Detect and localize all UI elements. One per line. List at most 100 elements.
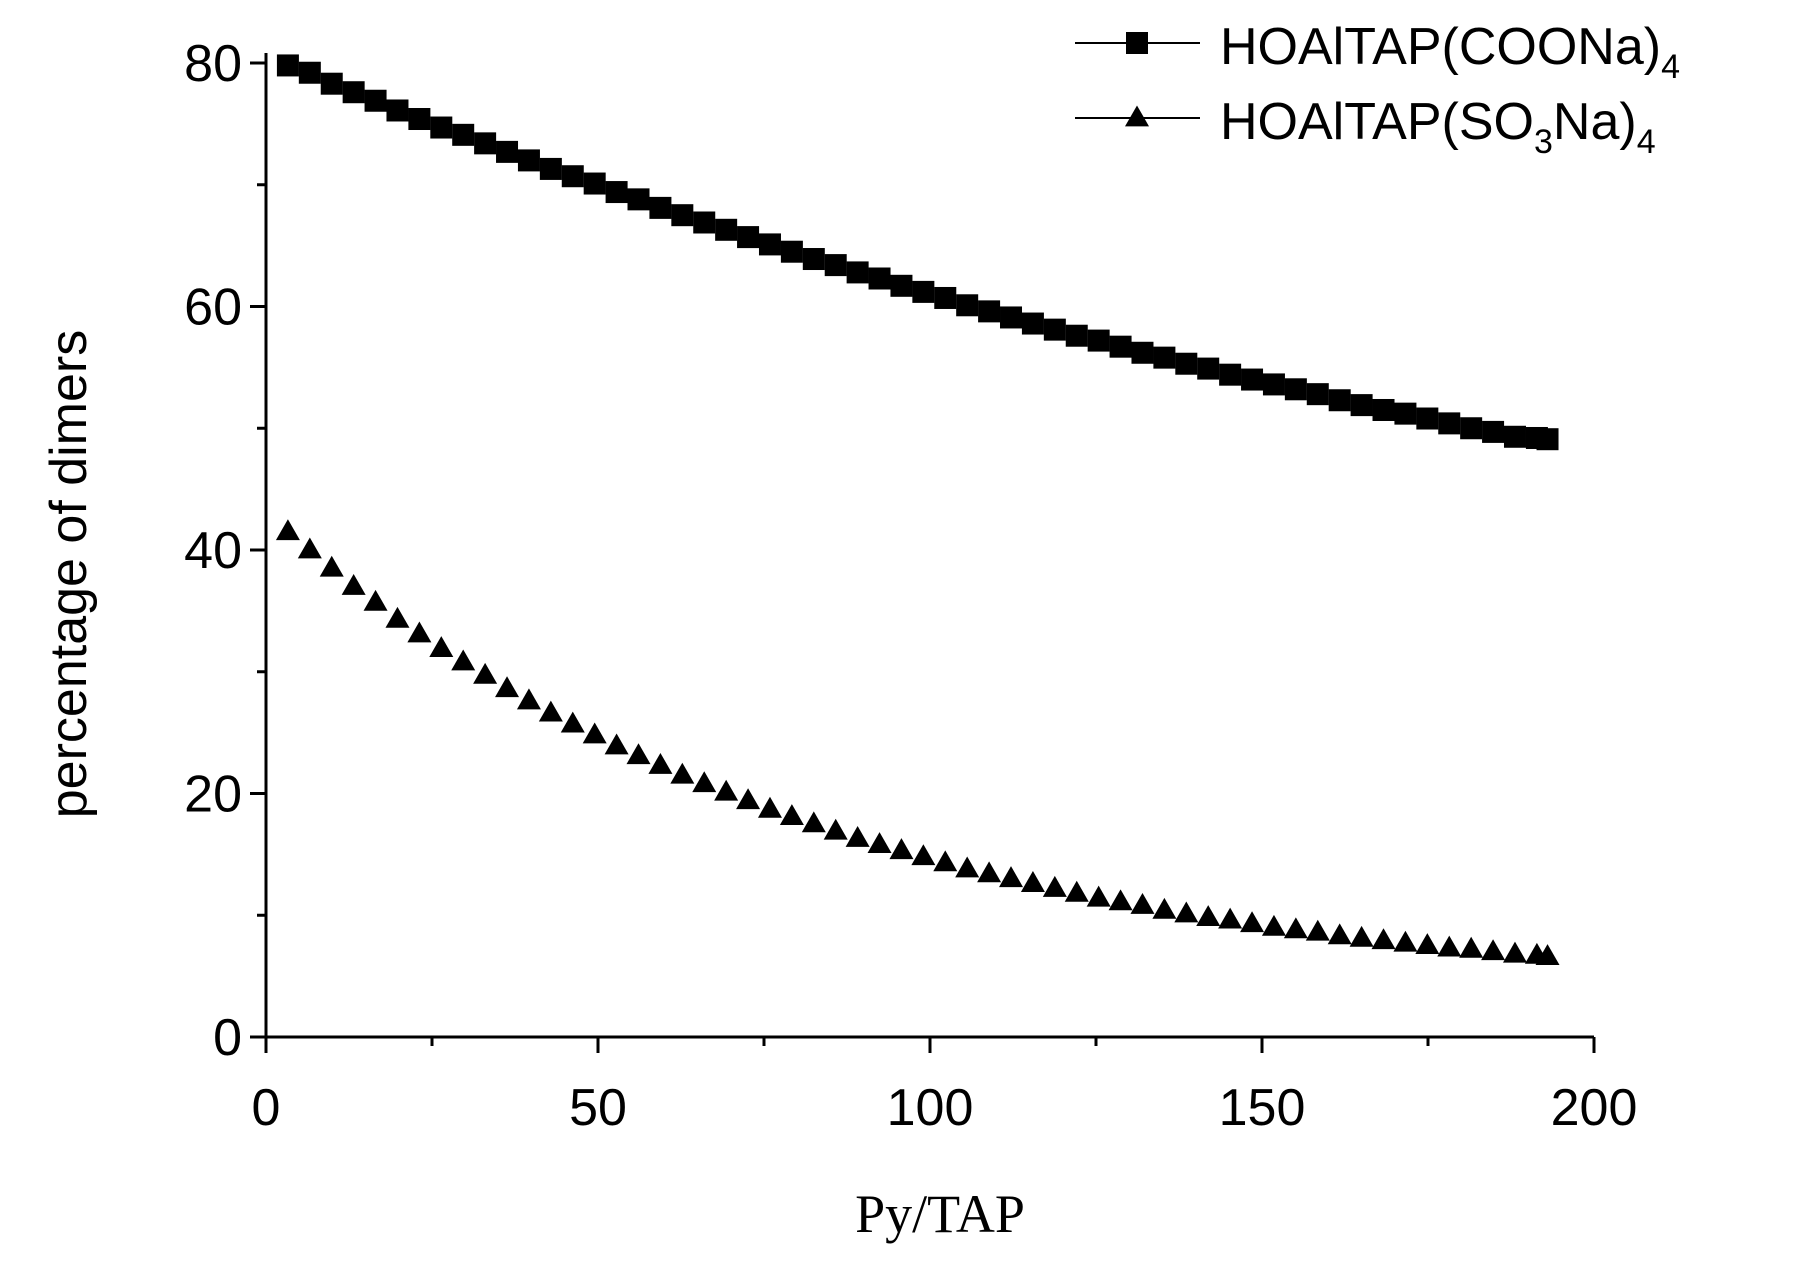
series-layer <box>275 54 1560 966</box>
data-point-triangle <box>582 722 607 744</box>
data-point-square <box>1306 383 1329 406</box>
data-point-triangle <box>1502 941 1527 963</box>
data-point-triangle <box>560 711 585 733</box>
data-point-square <box>1482 420 1505 443</box>
data-point-square <box>627 188 650 211</box>
data-point-triangle <box>779 804 804 825</box>
data-point-triangle <box>911 844 936 866</box>
data-point-triangle <box>1174 901 1199 923</box>
series-1 <box>276 54 1559 451</box>
data-point-square <box>1175 352 1198 375</box>
data-point-square <box>912 280 935 303</box>
tick-labels: 0 50 100 150 200 0 20 40 60 80 <box>184 35 1637 1137</box>
data-point-square <box>474 132 497 155</box>
data-point-triangle <box>341 573 366 595</box>
data-point-square <box>715 218 738 241</box>
data-point-square <box>1219 363 1242 386</box>
data-point-square <box>1021 312 1044 335</box>
data-point-triangle <box>801 811 826 833</box>
data-point-triangle <box>1020 871 1045 892</box>
data-point-square <box>517 149 540 172</box>
data-point-triangle <box>626 743 651 765</box>
data-point-square <box>1109 335 1132 358</box>
ticks <box>250 61 1596 1053</box>
data-point-triangle <box>516 688 541 710</box>
data-point-square <box>364 89 387 112</box>
data-point-square <box>802 248 825 271</box>
y-tick-label: 80 <box>184 35 242 93</box>
data-point-triangle <box>823 818 848 840</box>
x-axis-title: Py/TAP <box>855 1184 1025 1244</box>
data-point-triangle <box>757 796 782 818</box>
data-point-triangle <box>692 771 717 793</box>
data-point-square <box>276 54 299 77</box>
data-point-square <box>737 226 760 249</box>
data-point-square <box>1438 412 1461 435</box>
data-point-square <box>890 274 913 297</box>
data-point-square <box>671 204 694 227</box>
data-point-square <box>452 123 475 146</box>
data-point-triangle <box>1459 936 1484 958</box>
data-point-triangle <box>1283 917 1308 939</box>
data-point-square <box>1087 329 1110 352</box>
y-tick-label: 0 <box>213 1009 242 1067</box>
data-point-triangle <box>933 850 958 872</box>
data-point-square <box>1153 346 1176 369</box>
legend: HOAlTAP(COONa)4 HOAlTAP(SO3Na)4 <box>1075 18 1680 161</box>
data-point-square <box>408 108 431 131</box>
data-point-triangle <box>1371 928 1396 950</box>
data-point-triangle <box>451 649 476 671</box>
data-point-triangle <box>670 762 695 784</box>
y-tick-label: 60 <box>184 279 242 337</box>
data-point-square <box>780 240 803 263</box>
data-point-triangle <box>867 832 892 853</box>
y-tick-label: 20 <box>184 766 242 824</box>
data-point-square <box>868 267 891 290</box>
data-point-square <box>1197 357 1220 380</box>
data-point-triangle <box>1437 935 1462 957</box>
legend-marker-triangle <box>1125 105 1149 127</box>
data-point-triangle <box>1305 919 1330 941</box>
data-point-triangle <box>999 866 1024 888</box>
data-point-triangle <box>363 589 388 611</box>
data-point-triangle <box>1086 885 1111 907</box>
data-point-triangle <box>1240 911 1265 933</box>
data-point-triangle <box>955 856 980 878</box>
data-point-square <box>1043 318 1066 341</box>
data-point-triangle <box>1481 939 1506 961</box>
data-point-square <box>1284 378 1307 401</box>
data-point-triangle <box>1196 905 1221 927</box>
data-point-square <box>846 261 869 284</box>
legend-label: HOAlTAP(SO3Na)4 <box>1220 93 1656 161</box>
data-point-triangle <box>297 537 322 559</box>
data-point-square <box>1131 341 1154 364</box>
data-point-square <box>1241 368 1264 391</box>
x-tick-label: 100 <box>887 1079 974 1137</box>
data-point-square <box>1416 407 1439 430</box>
data-point-square <box>934 286 957 309</box>
data-point-square <box>298 61 321 84</box>
data-point-triangle <box>889 838 914 860</box>
data-point-triangle <box>604 733 629 755</box>
data-point-square <box>1350 394 1373 417</box>
y-tick-label: 40 <box>184 522 242 580</box>
data-point-square <box>1460 417 1483 440</box>
data-point-square <box>1503 425 1526 448</box>
data-point-triangle <box>977 861 1002 883</box>
data-point-triangle <box>714 779 739 801</box>
legend-label: HOAlTAP(COONa)4 <box>1220 18 1680 86</box>
data-point-triangle <box>845 826 870 847</box>
data-point-square <box>758 233 781 256</box>
data-point-square <box>386 99 409 122</box>
data-point-square <box>561 165 584 188</box>
data-point-triangle <box>648 752 673 774</box>
data-point-square <box>824 254 847 277</box>
data-point-square <box>430 116 453 139</box>
data-point-square <box>1394 402 1417 425</box>
data-point-triangle <box>275 519 300 541</box>
data-point-triangle <box>429 636 454 657</box>
data-point-square <box>539 157 562 180</box>
data-point-triangle <box>495 676 520 698</box>
data-point-square <box>1065 324 1088 347</box>
